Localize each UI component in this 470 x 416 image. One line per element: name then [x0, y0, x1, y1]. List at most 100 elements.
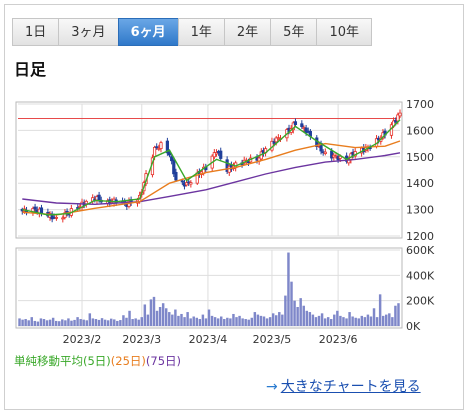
tab-1[interactable]: 3ヶ月	[58, 18, 119, 46]
candle-body	[159, 142, 163, 149]
volume-bar	[192, 316, 195, 326]
candle-body	[338, 155, 342, 159]
volume-tick-label: 400K	[406, 269, 435, 282]
volume-bar	[88, 313, 92, 326]
volume-tick-label: 200K	[406, 295, 435, 308]
volume-bar	[293, 300, 296, 326]
volume-bar	[161, 303, 165, 326]
candle-body	[272, 141, 276, 144]
volume-bar	[91, 318, 95, 326]
volume-bar	[241, 318, 244, 326]
volume-bar	[342, 317, 345, 326]
candle-body	[225, 159, 229, 172]
volume-bar	[113, 319, 116, 326]
volume-bar	[73, 319, 76, 326]
candle-body	[189, 182, 193, 185]
volume-bar	[363, 317, 367, 326]
candle-body	[180, 180, 184, 183]
volume-bar	[262, 316, 266, 326]
volume-bar	[164, 308, 168, 326]
tab-3[interactable]: 1年	[177, 18, 225, 46]
volume-bar	[61, 319, 64, 326]
volume-bar	[357, 318, 360, 326]
large-chart-link[interactable]: → 大きなチャートを見る	[266, 376, 421, 396]
volume-bar	[186, 312, 189, 326]
tab-4[interactable]: 2年	[223, 18, 272, 46]
large-chart-link-label[interactable]: 大きなチャートを見る	[280, 379, 421, 395]
volume-bar	[330, 319, 333, 326]
volume-bar	[30, 317, 33, 326]
volume-bar	[137, 319, 140, 326]
volume-bar	[247, 319, 250, 326]
volume-bar	[311, 314, 315, 326]
volume-bar	[97, 319, 101, 326]
volume-bar	[204, 318, 208, 326]
volume-bar	[119, 320, 122, 326]
volume-bar	[351, 316, 354, 326]
price-tick-label: 1700	[406, 98, 434, 111]
volume-bar	[354, 317, 357, 326]
volume-bar	[168, 312, 171, 326]
tab-2[interactable]: 6ヶ月	[117, 18, 179, 46]
volume-bar	[223, 319, 226, 326]
volume-bar	[305, 310, 309, 326]
volume-bar	[232, 313, 235, 326]
legend-ma75: (75日)	[145, 354, 182, 368]
volume-bar	[216, 318, 220, 326]
volume-bar	[229, 318, 232, 326]
volume-bar	[207, 309, 211, 326]
volume-bar	[375, 317, 379, 326]
candle-body	[172, 159, 176, 175]
volume-bar	[198, 319, 202, 326]
volume-bar	[122, 315, 125, 326]
volume-bar	[39, 318, 43, 326]
volume-bar	[64, 320, 67, 326]
tab-5[interactable]: 5年	[270, 18, 318, 46]
volume-bar	[183, 317, 186, 326]
volume-bar	[33, 320, 37, 326]
volume-bar	[45, 320, 49, 326]
price-tick-label: 1200	[406, 230, 434, 243]
volume-bar	[333, 314, 336, 326]
legend-ma25: (25日)	[110, 354, 146, 368]
volume-bar	[397, 303, 400, 326]
volume-bar	[201, 314, 205, 326]
legend-prefix: 単純移動平均	[14, 354, 83, 368]
candle-body	[170, 156, 174, 162]
candle-body	[330, 150, 334, 159]
volume-bar	[103, 319, 107, 326]
volume-bar	[21, 319, 24, 326]
volume-bar	[70, 320, 73, 326]
volume-bar	[317, 315, 321, 326]
volume-tick-label: 600K	[406, 244, 435, 257]
volume-bar	[348, 312, 351, 326]
candle-body	[97, 194, 101, 201]
volume-tick-label: 0K	[406, 320, 421, 333]
price-tick-label: 1500	[406, 151, 434, 164]
volume-bar	[226, 317, 229, 326]
candle-body	[33, 206, 37, 210]
volume-bar	[51, 317, 55, 326]
price-tick-label: 1600	[406, 124, 434, 137]
ma25-line	[22, 140, 401, 216]
candle-body	[152, 147, 157, 157]
candle-body	[219, 150, 223, 159]
tab-0[interactable]: 1日	[12, 18, 60, 46]
legend-ma5: (5日)	[83, 354, 111, 368]
volume-bar	[79, 319, 82, 326]
price-tick-label: 1400	[406, 177, 434, 190]
candle-body	[155, 146, 159, 149]
candle-body	[165, 140, 169, 154]
candle-body	[214, 152, 219, 155]
volume-bar	[100, 318, 104, 326]
volume-bar	[27, 320, 30, 326]
volume-bar	[82, 319, 85, 326]
ma75-line	[22, 152, 401, 206]
volume-bar	[253, 312, 257, 326]
volume-bar	[94, 319, 98, 326]
candle-body	[212, 152, 216, 158]
candle-body	[167, 152, 172, 156]
volume-bar	[58, 321, 61, 326]
candle-body	[39, 207, 44, 214]
tab-6[interactable]: 10年	[316, 18, 372, 46]
